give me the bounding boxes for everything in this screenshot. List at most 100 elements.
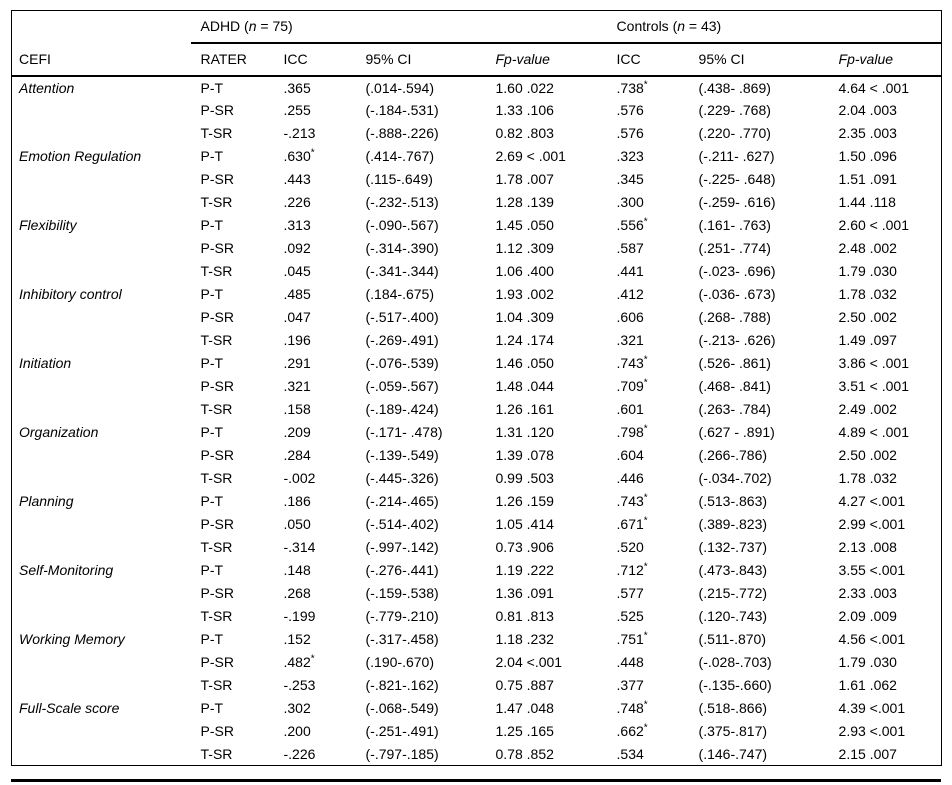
table-row: Inhibitory control P-T .485 (.184-.675) 1.93… — [12, 283, 942, 306]
group-header-adhd: ADHD (n = 75) — [190, 10, 617, 44]
n-symbol: n — [677, 18, 686, 35]
icc-adhd-cell: -.002 — [283, 470, 316, 486]
ci-controls-cell: (-.211- .627) — [698, 148, 775, 164]
fp-adhd-cell: 1.04 .309 — [495, 309, 554, 325]
cefi-domain-cell — [12, 398, 191, 421]
fp-controls-cell: 4.64 < .001 — [838, 79, 909, 96]
fp-controls-cell: 2.93 <.001 — [838, 723, 906, 739]
table-row: T-SR -.199 (-.779-.210) 0.81 .813 .525 (.120-… — [12, 605, 942, 628]
cefi-domain-cell — [12, 536, 191, 559]
fp-controls-cell: 3.51 < .001 — [838, 378, 909, 394]
rater-cell: P-T — [200, 355, 224, 371]
ci-adhd-cell: (-.214-.465) — [365, 493, 439, 509]
rater-cell: T-SR — [200, 677, 233, 693]
ci-controls-cell: (.268- .788) — [698, 309, 771, 325]
cefi-domain-cell: Working Memory — [19, 631, 125, 647]
fp-adhd-cell: 1.36 .091 — [495, 585, 554, 601]
fp-controls-cell: 1.44 .118 — [838, 194, 896, 210]
cefi-domain-cell: Inhibitory control — [19, 286, 122, 302]
table-row: T-SR -.314 (-.997-.142) 0.73 .906 .520 (.132-… — [12, 536, 942, 559]
icc-adhd-cell: .284 — [283, 447, 311, 463]
ci-adhd-cell: (-.171- .478) — [365, 424, 443, 440]
icc-controls-cell: .300 — [616, 194, 644, 210]
cefi-domain-cell — [12, 122, 191, 145]
ci-adhd-cell: (.115-.649) — [365, 171, 433, 187]
fp-adhd-cell: 0.81 .813 — [495, 608, 554, 624]
rater-cell: T-SR — [200, 470, 233, 486]
significance-asterisk: * — [643, 630, 648, 642]
rater-cell: P-SR — [200, 309, 234, 325]
icc-controls-cell: .321 — [616, 332, 644, 348]
fp-adhd-cell: 1.26 .161 — [495, 401, 554, 417]
ci-adhd-cell: (.190-.670) — [365, 654, 434, 670]
significance-asterisk: * — [643, 722, 648, 734]
fp-controls-cell: 3.86 < .001 — [838, 355, 909, 371]
icc-controls-cell: .751* — [616, 630, 648, 647]
table-row: Initiation P-T .291 (-.076-.539) 1.46 .050 .7… — [12, 352, 942, 375]
table-row: Full-Scale score P-T .302 (-.068-.549) 1.47 … — [12, 697, 942, 720]
group-header-spacer — [12, 11, 191, 43]
column-header-row: CEFI RATER ICC 95% CI Fp-value ICC 95% C… — [11, 42, 942, 77]
fp-adhd-cell: 1.48 .044 — [495, 378, 554, 394]
ci-adhd-cell: (-.997-.142) — [365, 539, 439, 555]
ci-controls-cell: (-.036- .673) — [698, 286, 776, 302]
cefi-domain-cell: Organization — [19, 424, 99, 440]
significance-asterisk: * — [643, 377, 648, 389]
cefi-domain-cell: Emotion Regulation — [19, 148, 142, 164]
fp-adhd-cell: 0.73 .906 — [495, 539, 554, 555]
column-header-ci-controls: 95% CI — [698, 42, 839, 77]
ci-controls-cell: (.220- .770) — [698, 125, 771, 141]
rater-cell: P-SR — [200, 171, 234, 187]
ci-adhd-cell: (-.251-.491) — [365, 723, 439, 739]
cefi-reliability-table: ADHD (n = 75) Controls (n = 43) CEFI RAT… — [11, 10, 943, 766]
fp-adhd-cell: 1.19 .222 — [495, 562, 554, 578]
icc-adhd-cell: -.314 — [283, 539, 316, 555]
ci-adhd-cell: (-.517-.400) — [365, 309, 439, 325]
ci-controls-cell: (.120-.743) — [698, 608, 768, 624]
fp-controls-cell: 4.89 < .001 — [838, 424, 909, 440]
significance-asterisk: * — [643, 492, 648, 504]
icc-adhd-cell: .209 — [283, 424, 311, 440]
rater-cell: P-T — [200, 631, 224, 647]
table-bottom-rule — [11, 779, 941, 782]
icc-adhd-cell: .050 — [283, 516, 311, 532]
rater-cell: P-SR — [200, 102, 234, 118]
ci-adhd-cell: (-.276-.441) — [365, 562, 439, 578]
icc-controls-cell: .743* — [616, 492, 648, 509]
ci-controls-cell: (-.259- .616) — [698, 194, 776, 210]
icc-adhd-cell: .365 — [283, 79, 311, 96]
cefi-domain-cell — [12, 513, 191, 536]
icc-controls-cell: .577 — [616, 585, 644, 601]
icc-adhd-cell: .045 — [283, 263, 311, 279]
icc-controls-cell: .576 — [616, 102, 644, 118]
column-header-icc-controls: ICC — [616, 42, 699, 77]
cefi-domain-cell: Full-Scale score — [19, 700, 120, 716]
rater-cell: P-SR — [200, 447, 234, 463]
table-row: Self-Monitoring P-T .148 (-.276-.441) 1.19 .… — [12, 559, 942, 582]
fp-adhd-cell: 1.05 .414 — [495, 516, 554, 532]
fp-adhd-cell: 0.78 .852 — [495, 745, 554, 762]
icc-adhd-cell: .186 — [283, 493, 311, 509]
cefi-domain-cell — [12, 582, 191, 605]
ci-controls-cell: (.468- .841) — [698, 378, 771, 394]
ci-controls-cell: (.389-.823) — [698, 516, 768, 532]
ci-controls-cell: (.251- .774) — [698, 240, 771, 256]
table-row: P-SR .284 (-.139-.549) 1.39 .078 .604 (.266-.… — [12, 444, 942, 467]
table-row: T-SR -.253 (-.821-.162) 0.75 .887 .377 (-.135… — [12, 674, 942, 697]
ci-adhd-cell: (-.076-.539) — [365, 355, 439, 371]
fp-controls-cell: 2.50 .002 — [838, 309, 897, 325]
cefi-domain-cell — [12, 191, 191, 214]
ci-controls-cell: (.266-.786) — [698, 447, 768, 463]
table-row: P-SR .255 (-.184-.531) 1.33 .106 .576 (.229- … — [12, 99, 942, 122]
icc-controls-cell: .709* — [616, 377, 648, 394]
ci-controls-cell: (-.028-.703) — [698, 654, 772, 670]
fp-controls-cell: 4.39 <.001 — [838, 700, 906, 716]
fp-controls-cell: 2.33 .003 — [838, 585, 897, 601]
ci-adhd-cell: (-.445-.326) — [365, 470, 439, 486]
rater-cell: P-T — [200, 217, 224, 233]
fp-controls-cell: 2.04 .003 — [838, 102, 897, 118]
significance-asterisk: * — [643, 216, 648, 228]
table-row: Organization P-T .209 (-.171- .478) 1.31 .12… — [12, 421, 942, 444]
cefi-domain-cell — [12, 237, 191, 260]
